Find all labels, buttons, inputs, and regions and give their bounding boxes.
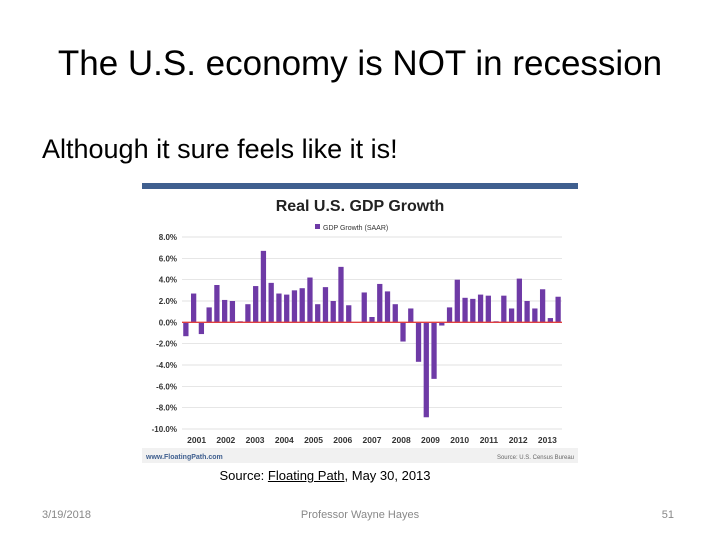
y-tick-label: -8.0%	[156, 404, 177, 413]
gdp-bar	[524, 301, 530, 323]
x-year-label: 2004	[275, 435, 294, 445]
gdp-bar	[431, 322, 437, 379]
gdp-bar	[539, 289, 546, 323]
caption-prefix: Source:	[219, 468, 268, 483]
x-year-label: 2008	[392, 435, 411, 445]
y-tick-label: 8.0%	[159, 233, 177, 242]
gdp-bar	[183, 322, 189, 337]
gdp-bar	[284, 294, 290, 323]
x-year-label: 2001	[187, 435, 206, 445]
x-year-label: 2013	[538, 435, 557, 445]
chart-header-stripe	[142, 183, 578, 189]
x-year-label: 2009	[421, 435, 440, 445]
x-year-label: 2003	[246, 435, 265, 445]
caption-suffix: , May 30, 2013	[344, 468, 431, 483]
grid-lines	[182, 236, 562, 430]
x-year-label: 2011	[480, 435, 499, 445]
gdp-bar	[392, 304, 398, 323]
gdp-bar	[547, 318, 554, 323]
chart-caption: Source: Floating Path, May 30, 2013	[0, 468, 650, 483]
slide-subtitle: Although it sure feels like it is!	[42, 134, 398, 164]
y-tick-label: 0.0%	[159, 318, 177, 327]
gdp-bar	[369, 317, 375, 323]
gdp-bar	[377, 283, 383, 323]
y-tick-label: -10.0%	[152, 425, 177, 434]
x-year-label: 2006	[333, 435, 352, 445]
gdp-bar	[470, 298, 476, 323]
y-tick-label: 4.0%	[159, 276, 177, 285]
gdp-bar	[415, 322, 422, 362]
gdp-bar	[361, 292, 367, 323]
chart-footer-band	[142, 448, 578, 463]
gdp-bar	[253, 286, 259, 323]
gdp-bar	[330, 301, 336, 323]
gdp-bar	[454, 279, 460, 323]
gdp-bar	[260, 250, 267, 323]
gdp-bar	[214, 285, 220, 323]
x-year-label: 2005	[304, 435, 323, 445]
gdp-bar	[439, 322, 445, 326]
y-tick-label: 2.0%	[159, 297, 177, 306]
gdp-bar	[532, 308, 538, 323]
gdp-bar	[446, 307, 453, 323]
gdp-bar	[400, 322, 406, 342]
footer-page-number: 51	[661, 509, 674, 521]
gdp-bar	[222, 299, 228, 323]
gdp-bar	[555, 296, 561, 323]
x-year-label: 2010	[450, 435, 469, 445]
x-year-label: 2007	[363, 435, 382, 445]
gdp-bar	[299, 288, 305, 323]
chart-source-left: www.FloatingPath.com	[145, 454, 223, 461]
gdp-bar	[384, 291, 391, 323]
gdp-bar	[268, 282, 274, 323]
x-year-label: 2002	[216, 435, 235, 445]
gdp-bar	[338, 266, 344, 323]
y-tick-label: 6.0%	[159, 254, 177, 263]
axes: 8.0% 6.0% 4.0% 2.0% 0.0% -2.0% -4.0% -6.0% -8.0%…	[152, 233, 562, 445]
gdp-bar	[408, 308, 414, 323]
gdp-bar-chart: Real U.S. GDP Growth GDP Growth (SAAR) 8…	[142, 183, 578, 463]
gdp-bar	[276, 293, 282, 323]
gdp-bar	[307, 277, 313, 323]
gdp-bar	[508, 308, 515, 323]
gdp-bar	[346, 305, 352, 323]
gdp-bar	[206, 307, 212, 323]
gdp-bar	[477, 294, 484, 323]
y-tick-label: -2.0%	[156, 340, 177, 349]
gdp-bar	[462, 297, 468, 323]
y-tick-label: -6.0%	[156, 382, 177, 391]
y-tick-label: -4.0%	[156, 361, 177, 370]
slide-title: The U.S. economy is NOT in recession	[57, 44, 663, 83]
gdp-bar	[322, 287, 329, 323]
gdp-bar	[485, 295, 491, 323]
caption-link[interactable]: Floating Path	[267, 468, 345, 483]
gdp-bar	[315, 304, 321, 323]
gdp-chart-frame: Real U.S. GDP Growth GDP Growth (SAAR) 8…	[142, 183, 578, 463]
bars	[183, 250, 561, 418]
gdp-bar	[516, 278, 522, 323]
gdp-bar	[245, 304, 251, 323]
legend-label: GDP Growth (SAAR)	[323, 225, 388, 232]
gdp-bar	[501, 295, 507, 323]
gdp-bar	[291, 290, 298, 323]
chart-title: Real U.S. GDP Growth	[276, 198, 445, 215]
gdp-bar	[229, 301, 236, 323]
footer-author: Professor Wayne Hayes	[300, 509, 420, 521]
legend-swatch	[315, 224, 320, 229]
footer-date: 3/19/2018	[42, 509, 91, 521]
gdp-bar	[190, 293, 197, 323]
chart-source-right: Source: U.S. Census Bureau	[497, 455, 574, 461]
gdp-bar	[198, 322, 205, 335]
x-year-label: 2012	[509, 435, 528, 445]
gdp-bar	[423, 322, 429, 418]
